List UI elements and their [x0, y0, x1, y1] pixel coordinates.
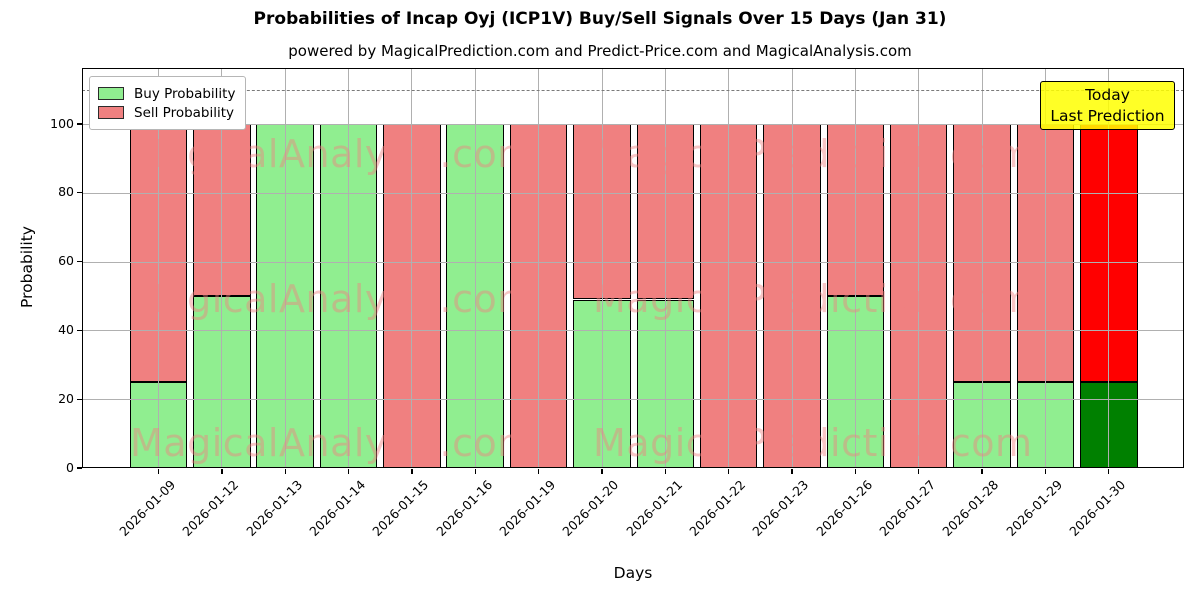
y-tick-mark: [77, 398, 82, 400]
y-tick-label: 0: [66, 459, 74, 475]
x-tick-label: 2026-01-26: [813, 477, 876, 539]
x-tick-label: 2026-01-19: [496, 477, 559, 539]
y-tick-mark: [77, 123, 82, 125]
legend-label-buy: Buy Probability: [134, 85, 236, 102]
x-tick-mark: [537, 468, 540, 474]
y-tick-mark: [77, 260, 82, 263]
x-tick-label: 2026-01-15: [369, 477, 432, 539]
y-tick-mark: [77, 192, 82, 194]
x-tick-label: 2026-01-30: [1066, 477, 1129, 539]
y-tick-label: 80: [58, 184, 74, 200]
gridline-x-2026-01-27: [918, 68, 920, 468]
gridline-x-2026-01-22: [728, 68, 730, 468]
gridline-x-2026-01-19: [538, 68, 540, 468]
x-tick-mark: [664, 468, 666, 474]
gridline-x-2026-01-13: [284, 68, 286, 468]
threshold-dashed-line: [82, 89, 1184, 91]
x-tick-label: 2026-01-12: [179, 477, 242, 539]
gridline-x-2026-01-21: [664, 68, 666, 468]
y-tick-label: 20: [58, 390, 74, 406]
gridline-y-80: [82, 192, 1184, 194]
x-tick-mark: [284, 468, 286, 474]
x-tick-label: 2026-01-23: [749, 477, 812, 539]
watermark-text: Magica Prediction.com: [593, 421, 1033, 465]
gridline-y-60: [82, 261, 1184, 263]
x-tick-label: 2026-01-21: [622, 477, 685, 539]
x-tick-mark: [854, 468, 856, 474]
x-tick-label: 2026-01-27: [876, 477, 939, 539]
x-tick-label: 2026-01-28: [939, 477, 1002, 539]
gridline-x-2026-01-23: [791, 68, 793, 468]
x-tick-label: 2026-01-29: [1003, 477, 1066, 539]
x-tick-label: 2026-01-20: [559, 477, 622, 539]
legend-label-sell: Sell Probability: [134, 104, 235, 121]
gridline-y-20: [82, 399, 1184, 401]
legend: Buy Probability Sell Probability: [89, 76, 247, 130]
y-tick-label: 40: [58, 321, 74, 337]
y-tick-label: 60: [58, 253, 74, 269]
x-tick-mark: [1044, 468, 1047, 474]
gridline-x-2026-01-20: [601, 68, 603, 468]
today-last-prediction-callout: Today Last Prediction: [1040, 81, 1175, 130]
watermark-text: Magica Prediction.com: [593, 277, 1033, 321]
y-tick-mark: [77, 467, 82, 469]
x-tick-mark: [981, 468, 983, 474]
gridline-x-2026-01-16: [474, 68, 476, 468]
y-tick-label: 100: [50, 115, 74, 131]
y-tick-mark: [77, 329, 82, 332]
x-tick-label: 2026-01-16: [432, 477, 495, 539]
x-tick-label: 2026-01-09: [116, 477, 179, 539]
legend-entry-buy: Buy Probability: [98, 84, 235, 103]
gridline-x-2026-01-30: [1108, 68, 1110, 468]
x-tick-mark: [411, 468, 413, 474]
gridline-x-2026-01-28: [981, 68, 983, 468]
gridline-x-2026-01-12: [221, 68, 223, 468]
gridline-x-2026-01-26: [854, 68, 856, 468]
chart-subtitle: powered by MagicalPrediction.com and Pre…: [288, 42, 912, 60]
x-axis-label: Days: [613, 564, 653, 582]
legend-entry-sell: Sell Probability: [98, 103, 235, 122]
watermark-text: Magica Prediction.com: [593, 132, 1033, 176]
x-tick-mark: [791, 468, 793, 474]
gridline-x-2026-01-09: [158, 68, 159, 468]
watermark-text: MagicalAnalysis.com: [130, 277, 535, 321]
plot-area: Buy Probability Sell Probability Today L…: [82, 68, 1184, 468]
x-tick-mark: [727, 468, 730, 474]
today-callout-line2: Last Prediction: [1050, 106, 1165, 125]
gridline-x-2026-01-14: [348, 68, 350, 468]
gridline-x-2026-01-29: [1044, 68, 1046, 468]
chart-title: Probabilities of Incap Oyj (ICP1V) Buy/S…: [253, 9, 947, 29]
x-tick-label: 2026-01-14: [306, 477, 369, 539]
x-tick-mark: [157, 468, 160, 474]
x-tick-mark: [918, 468, 920, 474]
watermark-text: MagicalAnalysis.com: [130, 421, 535, 465]
x-tick-mark: [221, 468, 223, 474]
x-tick-mark: [347, 468, 350, 474]
buy-probability-swatch: [98, 87, 124, 100]
x-tick-mark: [1108, 468, 1110, 474]
x-tick-mark: [474, 468, 476, 474]
x-tick-label: 2026-01-13: [242, 477, 305, 539]
watermark-text: MagicalAnalysis.com: [130, 132, 535, 176]
today-callout-line1: Today: [1085, 85, 1130, 104]
gridline-y-40: [82, 330, 1184, 332]
sell-probability-swatch: [98, 106, 124, 119]
gridline-y-100: [82, 124, 1184, 126]
gridline-x-2026-01-15: [411, 68, 413, 468]
x-tick-label: 2026-01-22: [686, 477, 749, 539]
x-tick-mark: [601, 468, 603, 474]
